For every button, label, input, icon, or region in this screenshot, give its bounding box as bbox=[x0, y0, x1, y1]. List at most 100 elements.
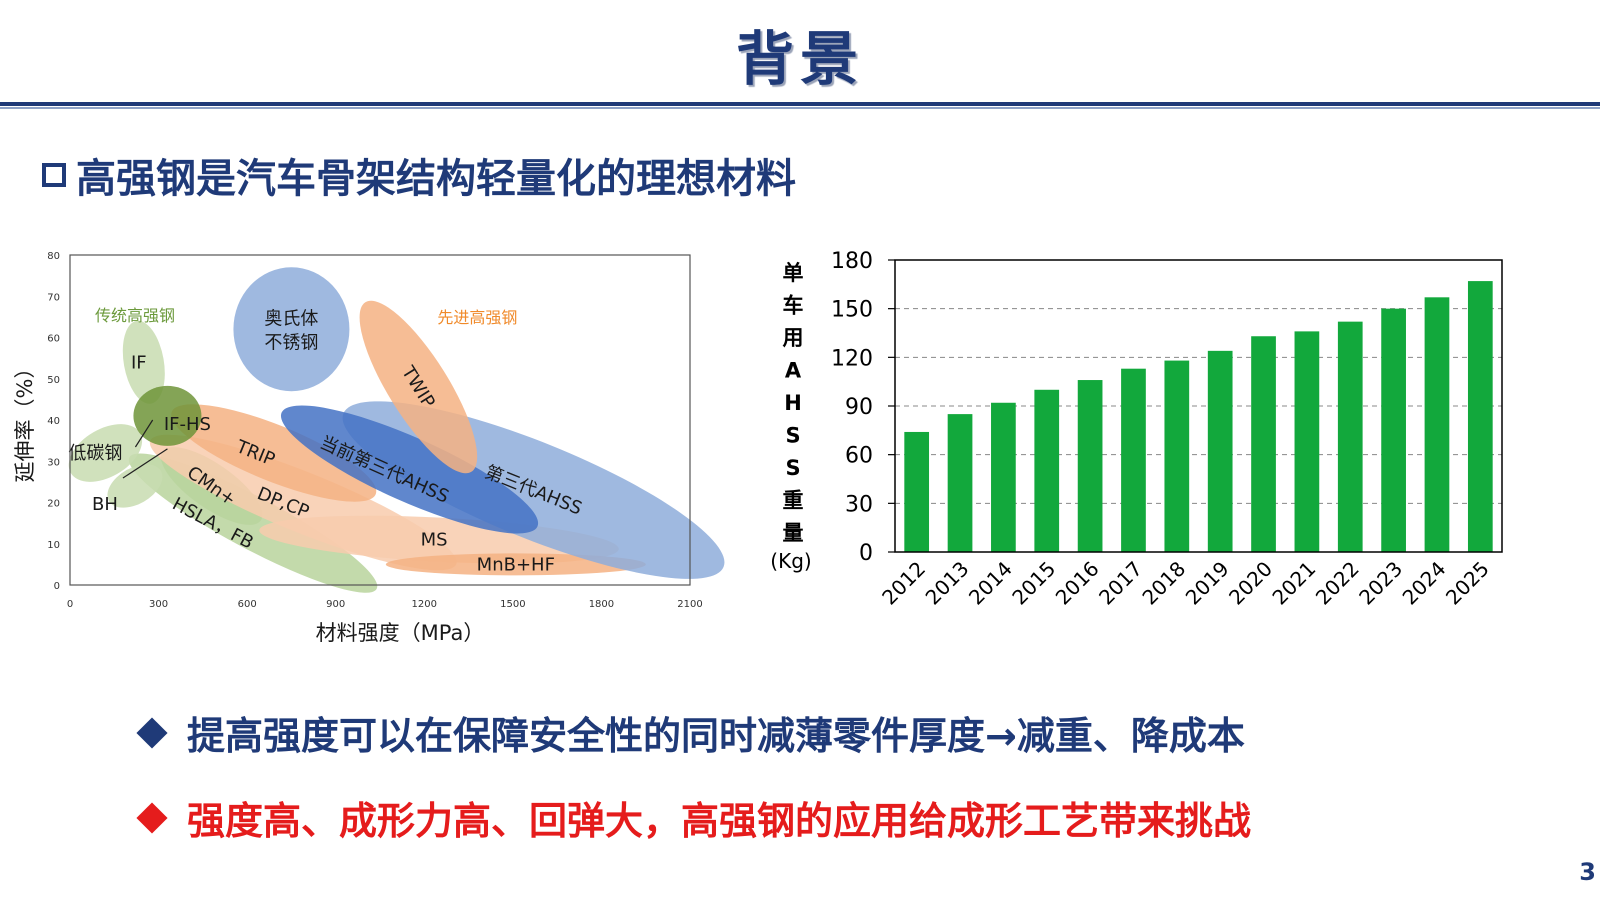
region-shape bbox=[359, 300, 478, 474]
y-axis-label-char: 量 bbox=[783, 521, 804, 545]
y-axis-label: 延伸率（%） bbox=[13, 358, 37, 483]
y-axis-label-char: S bbox=[785, 456, 800, 480]
region-label: 奥氏体不锈钢 bbox=[264, 308, 318, 353]
plot-frame bbox=[69, 254, 691, 586]
bullet-benefit-text: 提高强度可以在保障安全性的同时减薄零件厚度→减重、降成本 bbox=[187, 714, 1245, 758]
pointer-line bbox=[134, 419, 154, 448]
title-rule bbox=[0, 102, 1600, 106]
bullet-benefit: 提高强度可以在保障安全性的同时减薄零件厚度→减重、降成本 bbox=[135, 705, 1245, 760]
bar bbox=[1467, 281, 1493, 552]
bar bbox=[1424, 297, 1450, 552]
y-tick-label: 70 bbox=[47, 292, 60, 303]
bar bbox=[1077, 380, 1103, 552]
y-axis-label-char: 车 bbox=[783, 294, 804, 318]
region-shape bbox=[233, 267, 350, 392]
x-tick-label: 2025 bbox=[1441, 557, 1494, 610]
x-tick-label: 1200 bbox=[412, 599, 437, 610]
x-axis-label: 材料强度（MPa） bbox=[316, 621, 485, 645]
y-axis-label-char: 单 bbox=[783, 261, 804, 285]
x-tick-label: 2100 bbox=[677, 599, 702, 610]
bar bbox=[1207, 350, 1233, 552]
y-tick-label: 150 bbox=[831, 298, 873, 323]
x-tick-label: 2016 bbox=[1051, 557, 1104, 610]
region-label: MnB+HF bbox=[477, 554, 555, 575]
y-tick-label: 10 bbox=[47, 540, 60, 551]
bar bbox=[1251, 336, 1276, 552]
x-tick-label: 600 bbox=[238, 599, 257, 610]
y-tick-label: 40 bbox=[47, 416, 60, 427]
plot-frame bbox=[894, 259, 1503, 553]
bar bbox=[947, 414, 973, 552]
region-layer bbox=[68, 267, 725, 593]
y-axis-label-char: H bbox=[784, 391, 802, 415]
y-axis-unit: (Kg) bbox=[770, 549, 811, 573]
x-tick-label: 2018 bbox=[1137, 557, 1190, 610]
region-shape bbox=[280, 405, 539, 534]
region-label: IF bbox=[131, 352, 147, 373]
bullet-challenge-text: 强度高、成形力高、回弹大，高强钢的应用给成形工艺带来挑战 bbox=[187, 799, 1252, 843]
region-shape bbox=[122, 320, 165, 404]
bar bbox=[1381, 308, 1406, 552]
group-label: 先进高强钢 bbox=[437, 308, 517, 327]
x-tick-label: 300 bbox=[149, 599, 168, 610]
bar bbox=[1121, 368, 1146, 552]
y-tick-label: 90 bbox=[845, 395, 873, 420]
region-label: MS bbox=[421, 530, 448, 551]
y-tick-label: 60 bbox=[845, 444, 873, 469]
region-shape bbox=[133, 385, 202, 446]
y-tick-label: 60 bbox=[47, 334, 60, 345]
x-tick-label: 900 bbox=[326, 599, 345, 610]
y-tick-label: 50 bbox=[47, 375, 60, 386]
y-tick-label: 120 bbox=[831, 346, 873, 371]
region-shape bbox=[107, 464, 163, 508]
slide-title: 背景 bbox=[735, 25, 864, 93]
y-tick-label: 0 bbox=[54, 581, 60, 592]
section-heading: 高强钢是汽车骨架结构轻量化的理想材料 bbox=[42, 146, 796, 204]
section-heading-text: 高强钢是汽车骨架结构轻量化的理想材料 bbox=[76, 156, 796, 202]
bar bbox=[991, 402, 1016, 552]
diamond-bullet-icon bbox=[136, 801, 168, 834]
bar bbox=[1164, 360, 1190, 552]
x-tick-label: 2015 bbox=[1007, 557, 1060, 610]
y-axis-label-char: 用 bbox=[783, 326, 804, 350]
x-tick-label: 1800 bbox=[589, 599, 614, 610]
x-tick-label: 2013 bbox=[921, 557, 974, 610]
x-tick-label: 2019 bbox=[1181, 557, 1234, 610]
y-tick-label: 30 bbox=[845, 492, 873, 517]
x-tick-label: 1500 bbox=[500, 599, 525, 610]
x-tick-label: 2021 bbox=[1267, 557, 1320, 610]
x-tick-label: 2023 bbox=[1354, 557, 1407, 610]
x-tick-label: 2022 bbox=[1311, 557, 1364, 610]
x-tick-label: 2020 bbox=[1224, 557, 1277, 610]
bar bbox=[904, 431, 930, 552]
region-label: IF-HS bbox=[164, 414, 211, 435]
x-tick-label: 2017 bbox=[1094, 557, 1147, 610]
y-tick-label: 20 bbox=[47, 499, 60, 510]
region-label: 低碳钢 bbox=[68, 443, 122, 464]
bar-layer bbox=[904, 281, 1493, 552]
diamond-bullet-icon bbox=[136, 716, 168, 749]
square-bullet-icon bbox=[42, 163, 66, 187]
x-tick-label: 0 bbox=[67, 599, 73, 610]
ahss-weight-bar-chart: 0 30 60 90 120 150 180 201220132014201520162017… bbox=[770, 249, 1503, 610]
group-label: 传统高强钢 bbox=[95, 306, 175, 325]
x-tick-label: 2024 bbox=[1398, 557, 1451, 610]
y-tick-label: 180 bbox=[831, 249, 873, 274]
pointer-line bbox=[122, 448, 168, 479]
y-axis-label-char: S bbox=[785, 424, 800, 448]
y-tick-label: 80 bbox=[47, 251, 60, 262]
x-tick-label: 2014 bbox=[964, 557, 1017, 610]
region-shape bbox=[385, 553, 646, 576]
bullet-challenge: 强度高、成形力高、回弹大，高强钢的应用给成形工艺带来挑战 bbox=[135, 790, 1251, 845]
axes-layer: 0 300 600 900 1200 1500 1800 2100 0 10 20 30 40 50 60 7… bbox=[13, 251, 703, 645]
region-label: BH bbox=[92, 494, 118, 515]
y-axis-label-char: A bbox=[785, 359, 802, 383]
title-rule-thin bbox=[0, 107, 1600, 109]
page-number: 3 bbox=[1579, 858, 1596, 886]
region-shape bbox=[171, 404, 377, 502]
y-tick-label: 30 bbox=[47, 457, 60, 468]
bar bbox=[1337, 321, 1363, 552]
x-tick-label: 2012 bbox=[877, 557, 930, 610]
region-shape bbox=[68, 424, 143, 482]
